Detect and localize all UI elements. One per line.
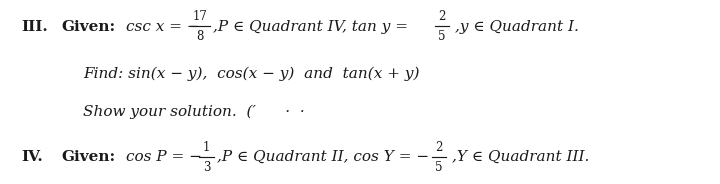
Text: III.: III. (22, 20, 48, 34)
Text: Given:: Given: (61, 150, 115, 164)
Text: 17: 17 (193, 10, 207, 23)
Text: ,P ∈ Quadrant II, cos Y = −: ,P ∈ Quadrant II, cos Y = − (217, 150, 430, 164)
Text: ,Y ∈ Quadrant III.: ,Y ∈ Quadrant III. (452, 150, 590, 164)
Text: 3: 3 (203, 161, 210, 174)
Text: ,y ∈ Quadrant I.: ,y ∈ Quadrant I. (455, 20, 579, 34)
Text: 1: 1 (203, 141, 210, 154)
Text: 5: 5 (436, 161, 443, 174)
Text: 5: 5 (438, 30, 446, 43)
Text: 8: 8 (197, 30, 204, 43)
Text: 2: 2 (436, 141, 443, 154)
Text: cos P = −: cos P = − (126, 150, 202, 164)
Text: ,P ∈ Quadrant IV, tan y =: ,P ∈ Quadrant IV, tan y = (213, 20, 413, 34)
Text: csc x = −: csc x = − (126, 20, 199, 34)
Text: Given:: Given: (61, 20, 115, 34)
Text: 2: 2 (438, 10, 446, 23)
Text: IV.: IV. (22, 150, 43, 164)
Text: Find: sin(x − y),  cos(x − y)  and  tan(x + y): Find: sin(x − y), cos(x − y) and tan(x +… (83, 66, 419, 81)
Text: Show your solution.  (′      ·  ·: Show your solution. (′ · · (83, 105, 305, 119)
